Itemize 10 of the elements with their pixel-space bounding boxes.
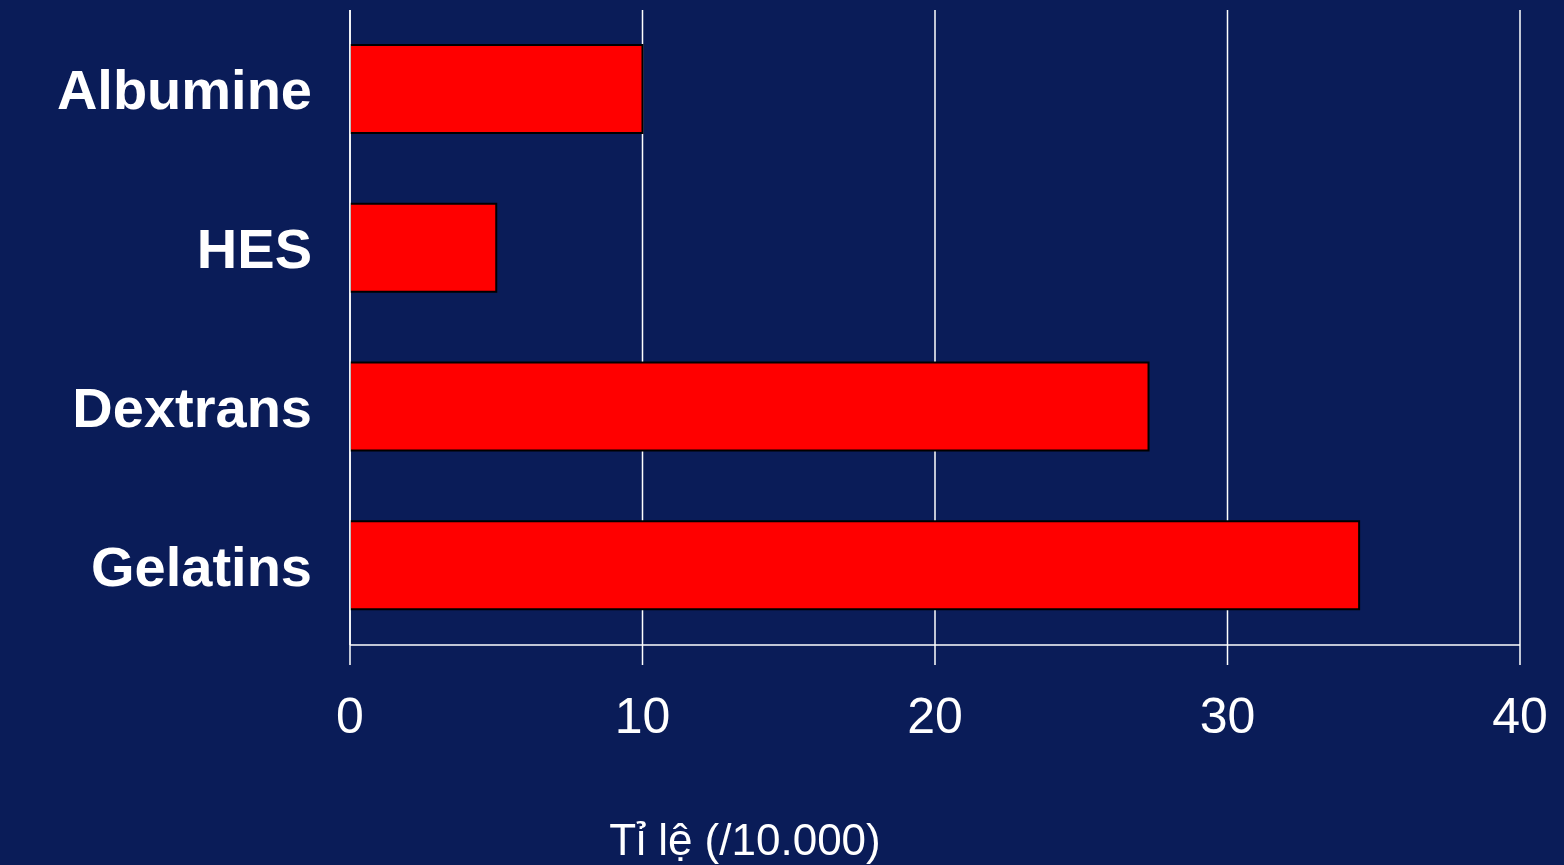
- x-tick-label: 20: [907, 687, 963, 744]
- y-tick-label: Dextrans: [72, 375, 312, 439]
- x-tick-label: 0: [336, 687, 364, 744]
- y-tick-label: HES: [196, 217, 312, 281]
- x-tick-label: 10: [614, 687, 671, 744]
- y-tick-label: Gelatins: [91, 534, 312, 598]
- y-tick-label: Albumine: [56, 58, 312, 122]
- x-tick-label: 30: [1199, 687, 1256, 744]
- x-tick-label: 40: [1492, 687, 1548, 744]
- x-axis-title: Tỉ lệ (/10.000): [609, 815, 881, 864]
